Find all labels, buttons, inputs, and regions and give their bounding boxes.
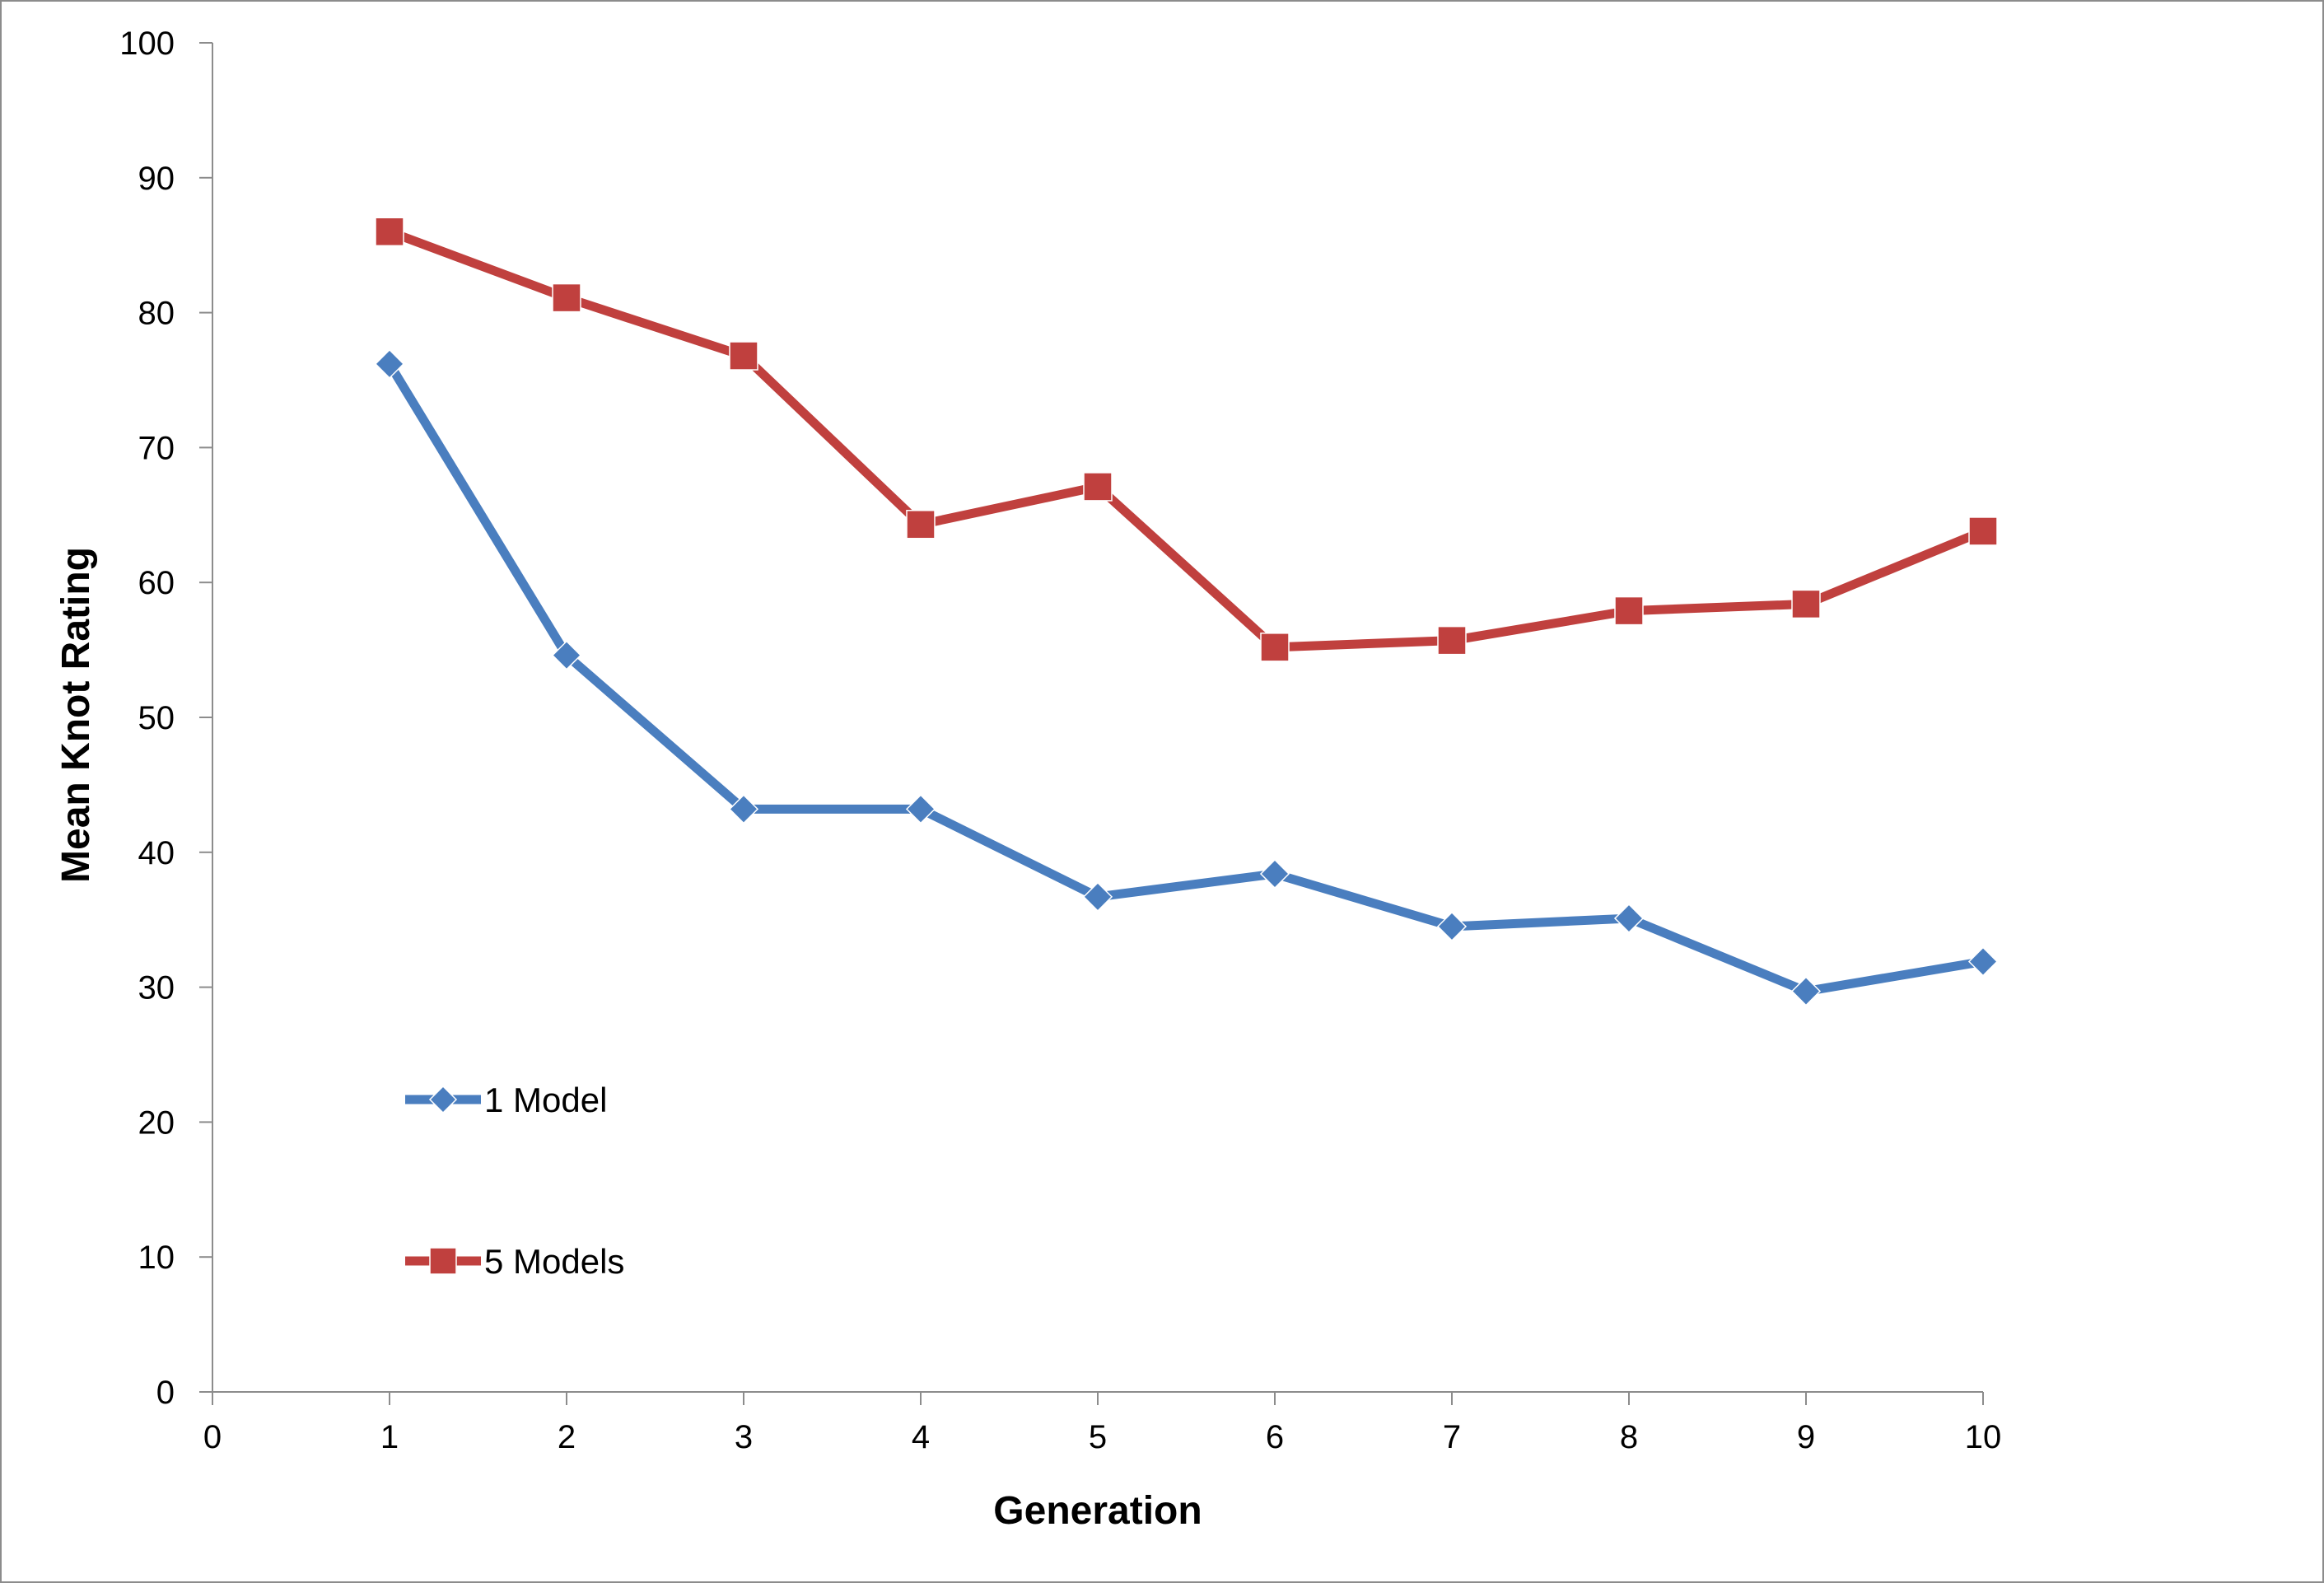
x-tick-label: 7 (1443, 1419, 1461, 1455)
legend-swatch-marker (430, 1086, 456, 1113)
x-tick-label: 5 (1089, 1419, 1107, 1455)
series-layer (376, 217, 1997, 1005)
series-5-models (376, 217, 1997, 661)
data-point-1-model (1615, 904, 1643, 932)
y-tick-label: 90 (138, 161, 175, 197)
x-tick-label: 6 (1266, 1419, 1284, 1455)
data-point-5-models (907, 511, 935, 539)
data-point-1-model (1969, 947, 1997, 975)
x-axis-title: Generation (993, 1489, 1202, 1533)
data-point-5-models (1261, 633, 1289, 661)
x-tick-label: 2 (558, 1419, 576, 1455)
y-axis-ticks: 0 10 20 30 40 50 60 70 80 90 100 (119, 26, 212, 1411)
legend: 1 Model 5 Models (405, 1081, 624, 1281)
x-tick-label: 9 (1797, 1419, 1815, 1455)
series-1-model (376, 350, 1997, 1006)
y-tick-label: 0 (156, 1375, 175, 1411)
x-tick-label: 8 (1620, 1419, 1638, 1455)
y-tick-label: 50 (138, 700, 175, 736)
y-tick-label: 30 (138, 970, 175, 1006)
y-tick-label: 70 (138, 430, 175, 466)
data-point-5-models (1615, 597, 1643, 625)
legend-entry-5-models: 5 Models (405, 1242, 624, 1281)
legend-label-5-models: 5 Models (484, 1242, 624, 1281)
y-axis-title: Mean Knot Rating (54, 547, 98, 883)
data-point-1-model (1438, 913, 1466, 941)
legend-entry-1-model: 1 Model (405, 1081, 607, 1119)
data-point-5-models (1969, 517, 1997, 545)
y-tick-label: 100 (119, 26, 175, 62)
series-line-1-model (390, 364, 1983, 992)
y-tick-label: 10 (138, 1240, 175, 1276)
data-point-5-models (376, 217, 404, 245)
x-axis-ticks: 0 1 2 3 4 5 6 7 8 9 10 (203, 1392, 2001, 1455)
series-line-5-models (390, 231, 1983, 647)
y-tick-label: 60 (138, 565, 175, 601)
line-chart: 0 10 20 30 40 50 60 70 80 90 100 0 1 2 3 4 5 6 7 8 9 10 1 Mo… (0, 0, 2324, 1583)
x-tick-label: 3 (735, 1419, 753, 1455)
y-tick-label: 40 (138, 835, 175, 871)
x-tick-label: 0 (203, 1419, 222, 1455)
data-point-5-models (730, 342, 758, 370)
x-tick-label: 10 (1965, 1419, 2002, 1455)
data-point-5-models (1438, 627, 1466, 655)
legend-label-1-model: 1 Model (484, 1081, 607, 1119)
y-tick-label: 80 (138, 296, 175, 332)
data-point-5-models (1084, 473, 1112, 501)
y-tick-label: 20 (138, 1104, 175, 1141)
legend-swatch-marker (430, 1248, 456, 1274)
data-point-5-models (553, 284, 581, 312)
data-point-5-models (1792, 590, 1820, 618)
x-tick-label: 1 (380, 1419, 399, 1455)
data-point-1-model (1261, 860, 1289, 888)
x-tick-label: 4 (912, 1419, 930, 1455)
data-point-1-model (1792, 978, 1820, 1006)
axes (212, 43, 1983, 1392)
